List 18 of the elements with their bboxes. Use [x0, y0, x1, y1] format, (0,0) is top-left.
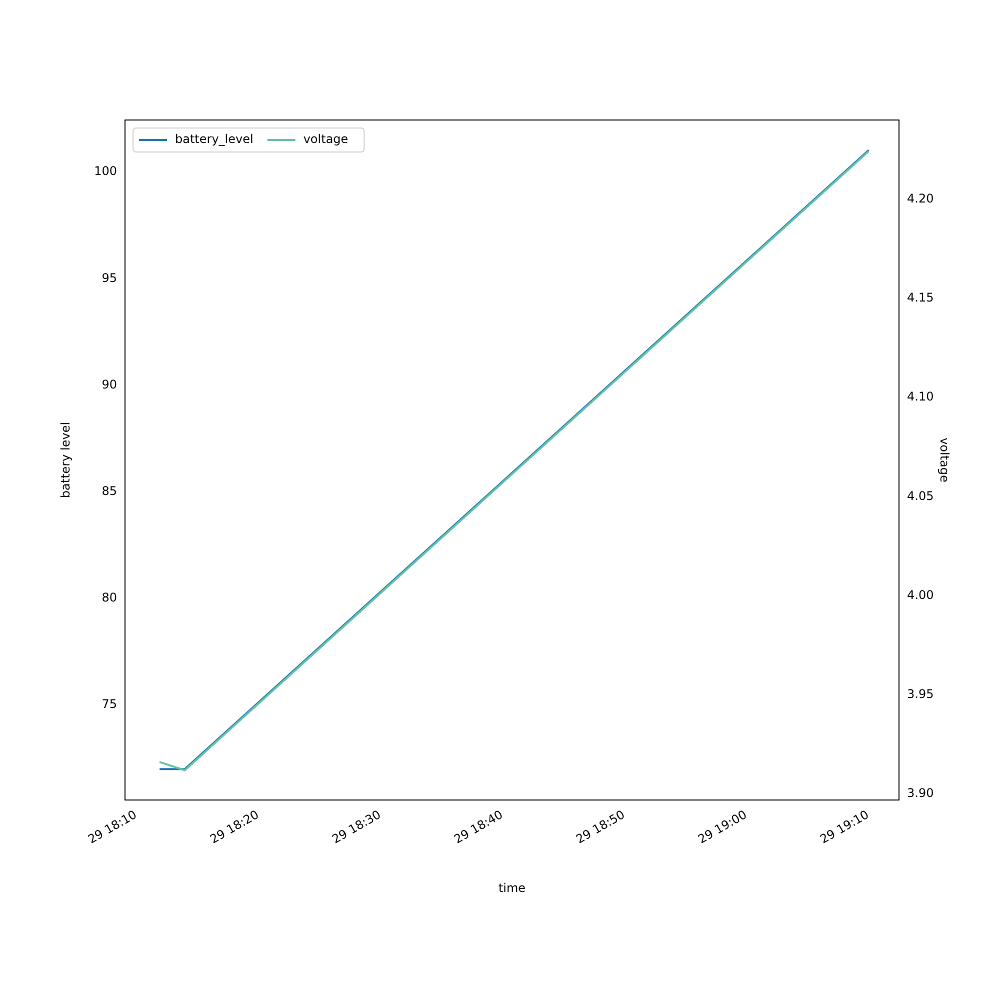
y2-tick-label: 3.95: [907, 687, 934, 702]
y2-axis-title: voltage: [938, 438, 952, 482]
x-axis-title: time: [498, 880, 526, 895]
y-tick-label: 85: [102, 484, 117, 498]
y2-tick-label: 4.00: [907, 588, 934, 602]
y-tick-label: 100: [94, 164, 117, 178]
y2-tick-label: 4.05: [907, 488, 934, 503]
y-tick-label: 75: [102, 697, 117, 712]
y-tick-label: 80: [102, 590, 117, 605]
y-tick-label: 95: [102, 270, 117, 285]
y-axis-title: battery level: [58, 422, 72, 498]
legend-label: voltage: [303, 132, 348, 146]
y2-tick-label: 4.10: [907, 390, 934, 404]
y-tick-label: 90: [102, 377, 117, 392]
y2-tick-label: 3.90: [907, 786, 934, 800]
y2-tick-label: 4.15: [907, 290, 934, 305]
y2-tick-label: 4.20: [907, 191, 934, 206]
legend-label: battery_level: [175, 132, 254, 146]
